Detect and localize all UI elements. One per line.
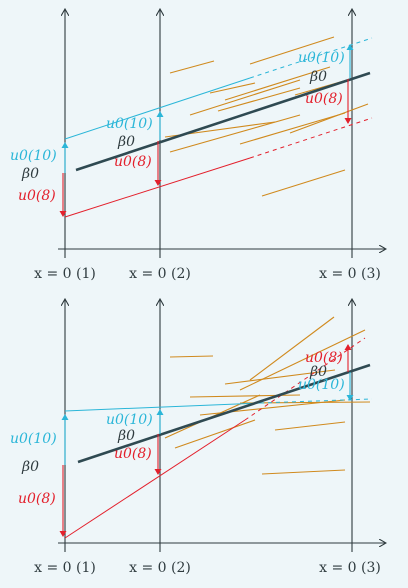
axis-label-1: x = 0 (1)	[34, 266, 96, 282]
u10-label: u0(10)	[10, 431, 57, 447]
u10-label: u0(10)	[298, 377, 345, 393]
bottom-u10-arrows	[61, 372, 354, 465]
top-axes	[58, 10, 385, 258]
beta0-label: β0	[309, 69, 327, 85]
beta0-label: β0	[309, 364, 327, 380]
student-line	[217, 87, 301, 112]
bottom-u8-arrows	[59, 344, 352, 537]
top-u10-arrows	[61, 44, 354, 173]
student-line	[239, 112, 346, 145]
student-line	[274, 421, 346, 431]
student-line	[224, 66, 331, 101]
beta0-label: β0	[117, 134, 135, 150]
bottom-red-line	[64, 337, 366, 539]
u8-label: u0(8)	[18, 188, 56, 204]
axis-label-2: x = 0 (2)	[129, 560, 191, 576]
u8-label: u0(8)	[18, 491, 56, 507]
u8-label: u0(8)	[305, 350, 343, 366]
top-red-line	[64, 117, 373, 218]
u10-label: u0(10)	[106, 412, 153, 428]
axis-label-1: x = 0 (1)	[34, 560, 96, 576]
student-line	[169, 60, 215, 74]
student-line	[169, 114, 301, 153]
student-line	[239, 329, 366, 391]
u10-label: u0(10)	[106, 116, 153, 132]
axis-label-2: x = 0 (2)	[129, 266, 191, 282]
top-mean-line	[75, 71, 371, 172]
u10-label: u0(10)	[10, 148, 57, 164]
student-line	[261, 469, 346, 475]
student-line	[261, 169, 346, 197]
beta0-label: β0	[21, 166, 39, 182]
bottom-labels: u0(10) β0 u0(8) u0(10) β0 u0(8) u0(8) β0…	[10, 350, 345, 507]
u10-label: u0(10)	[298, 50, 345, 66]
student-line	[209, 82, 256, 94]
bottom-axis-labels: x = 0 (1) x = 0 (2) x = 0 (3)	[34, 560, 381, 576]
student-line	[189, 394, 301, 398]
bottom-mean-line	[77, 363, 371, 464]
u8-label: u0(8)	[305, 91, 343, 107]
axis-label-3: x = 0 (3)	[319, 266, 381, 282]
student-line	[174, 419, 256, 449]
bottom-cyan-line	[64, 398, 373, 412]
beta0-label: β0	[117, 428, 135, 444]
student-line	[289, 103, 369, 134]
axis-label-3: x = 0 (3)	[319, 560, 381, 576]
top-labels: u0(10) β0 u0(8) u0(10) β0 u0(8) u0(10) β…	[10, 50, 345, 204]
student-line	[249, 316, 335, 381]
student-line	[249, 36, 335, 65]
u8-label: u0(8)	[114, 446, 152, 462]
bottom-student-lines	[164, 316, 371, 475]
top-axis-labels: x = 0 (1) x = 0 (2) x = 0 (3)	[34, 266, 381, 282]
student-line	[189, 79, 301, 116]
top-u8-arrows	[59, 79, 352, 217]
beta0-label: β0	[21, 459, 39, 475]
u8-label: u0(8)	[114, 154, 152, 170]
top-panel: u0(10) β0 u0(8) u0(10) β0 u0(8) u0(10) β…	[10, 10, 385, 282]
student-line	[224, 369, 336, 385]
bottom-panel: u0(10) β0 u0(8) u0(10) β0 u0(8) u0(8) β0…	[10, 300, 385, 576]
student-line	[169, 355, 214, 358]
